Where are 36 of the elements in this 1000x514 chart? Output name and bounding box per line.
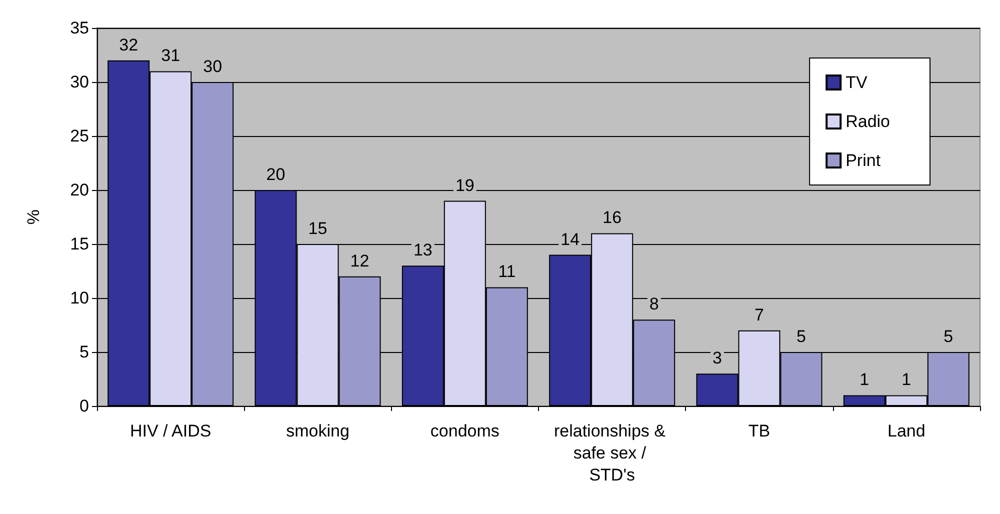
y-tick-label: 30 bbox=[70, 72, 89, 92]
data-label: 3 bbox=[712, 348, 722, 368]
y-tick-label: 35 bbox=[70, 18, 89, 38]
y-axis-title: % bbox=[24, 209, 43, 225]
x-tick-label: Land bbox=[888, 422, 926, 440]
x-tick-label: condoms bbox=[430, 422, 500, 440]
data-label: 13 bbox=[413, 240, 432, 260]
data-label: 16 bbox=[602, 208, 622, 228]
y-tick-label: 0 bbox=[80, 396, 89, 416]
data-label: 1 bbox=[902, 370, 912, 390]
data-label: 30 bbox=[203, 57, 222, 76]
data-label: 15 bbox=[308, 219, 328, 238]
x-tick-label: relationships & safe sex / STD's bbox=[554, 422, 670, 484]
x-tick-label: smoking bbox=[286, 422, 350, 440]
x-tick-label: HIV / AIDS bbox=[130, 422, 212, 440]
data-label: 8 bbox=[649, 294, 659, 314]
data-label: 1 bbox=[860, 370, 870, 390]
data-label: 19 bbox=[455, 176, 474, 195]
y-tick-label: 10 bbox=[70, 288, 89, 308]
data-label: 12 bbox=[350, 251, 370, 270]
y-tick-label: 15 bbox=[70, 234, 89, 254]
legend-label: Print bbox=[846, 151, 881, 170]
data-label: 20 bbox=[266, 165, 286, 184]
y-tick-label: 25 bbox=[70, 126, 89, 146]
data-label: 7 bbox=[754, 305, 764, 324]
data-label: 5 bbox=[944, 327, 954, 346]
y-tick-label: 20 bbox=[70, 180, 89, 200]
x-tick-label: TB bbox=[748, 422, 770, 440]
legend-label: TV bbox=[846, 73, 868, 92]
data-label: 11 bbox=[498, 262, 516, 282]
data-label: 14 bbox=[560, 230, 580, 249]
data-label: 31 bbox=[161, 46, 180, 66]
y-tick-label: 5 bbox=[80, 342, 89, 362]
data-label: 32 bbox=[119, 35, 138, 54]
data-label: 5 bbox=[796, 327, 806, 346]
legend-label: Radio bbox=[846, 112, 890, 131]
